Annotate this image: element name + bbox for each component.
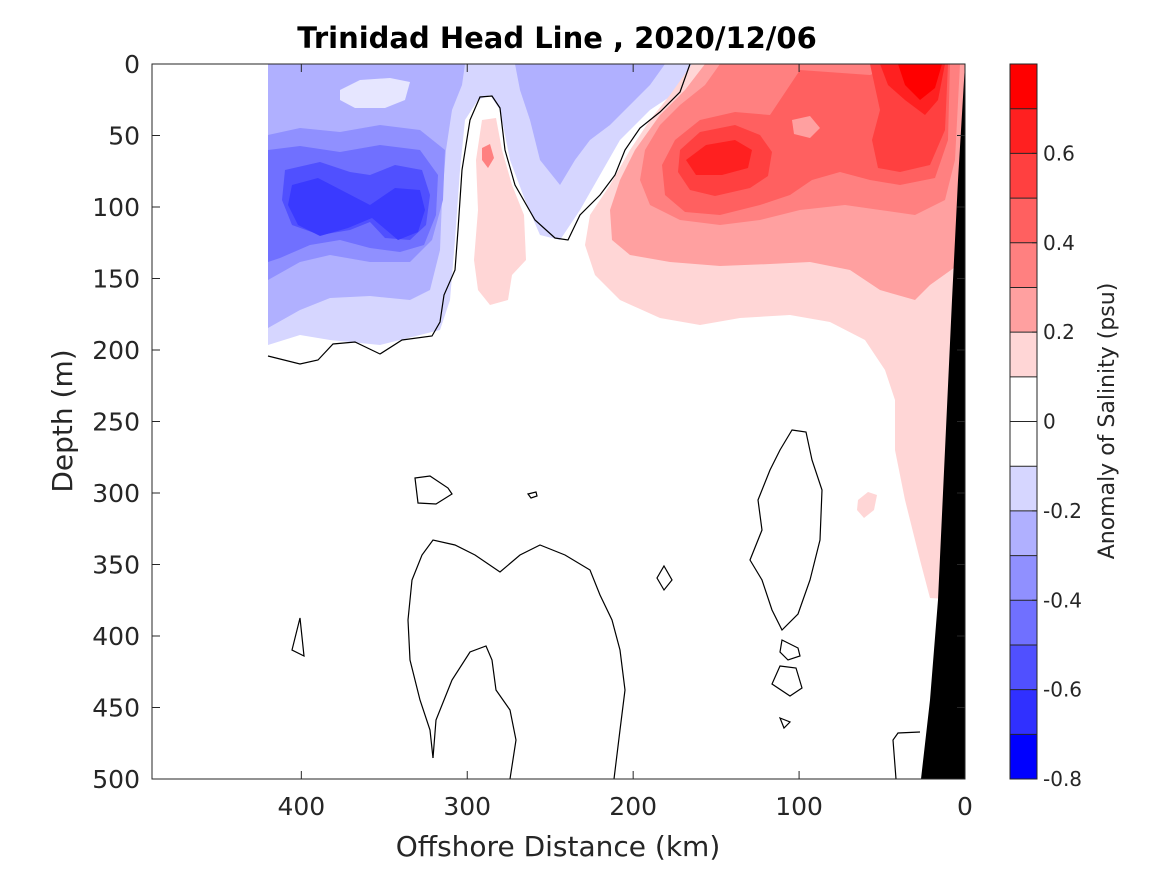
colorbar-swatch (1010, 600, 1037, 645)
y-tick-label: 100 (92, 193, 140, 222)
y-tick-label: 50 (108, 122, 140, 151)
colorbar-swatch (1010, 644, 1037, 690)
colorbar-label: Anomaly of Salinity (psu) (1095, 283, 1120, 560)
colorbar-swatch (1010, 332, 1037, 377)
x-tick-label: 0 (957, 792, 973, 821)
colorbar-tick-label: -0.6 (1043, 678, 1082, 702)
colorbar-swatch (1010, 376, 1037, 422)
contour-fill-pos-0.3-hole (792, 116, 820, 138)
colorbar-tick-label: -0.2 (1043, 499, 1082, 523)
zero-contour-blob-7 (771, 665, 803, 697)
zero-contour-blob-1 (414, 475, 453, 505)
x-tick-label: 100 (775, 792, 823, 821)
bathymetry-shelf (921, 64, 965, 779)
colorbar-swatch (1010, 689, 1037, 735)
colorbar-swatch (1010, 466, 1037, 511)
contour-fill-neg-0.2b (515, 64, 665, 185)
zero-contour-blob-6 (779, 639, 801, 661)
colorbar-swatch (1010, 108, 1037, 154)
zero-contour-blob-3 (291, 617, 305, 658)
zero-contour-blob-2 (526, 491, 538, 499)
colorbar-tick-label: 0.6 (1043, 141, 1075, 165)
contour-fill-pos-0.1-blob2 (857, 492, 877, 518)
contour-fill-pos-0.5-dot (482, 144, 494, 168)
zero-contour-blob-4 (656, 564, 673, 592)
zero-contour-upper (267, 64, 691, 365)
colorbar-tick-label: -0.8 (1043, 767, 1082, 791)
contour-fill-pos-0.7 (898, 64, 942, 100)
y-tick-label: 350 (92, 551, 140, 580)
y-axis-ticks: 0 50 100 150 200 250 300 350 400 450 500 (92, 50, 965, 794)
zero-contour-lines (267, 64, 921, 779)
colorbar-tick-label: 0.2 (1043, 320, 1075, 344)
x-axis-ticks: 400 300 200 100 0 (277, 64, 973, 821)
x-axis-label: Offshore Distance (km) (396, 830, 721, 863)
y-tick-label: 500 (92, 765, 140, 794)
contour-fill-neg-0.6 (288, 178, 425, 240)
colorbar-swatch (1010, 287, 1037, 333)
colorbar-swatch (1010, 734, 1037, 779)
chart-title: Trinidad Head Line , 2020/12/06 (297, 21, 817, 55)
y-tick-label: 0 (124, 50, 140, 79)
contour-fill-pos-0.6 (686, 140, 752, 175)
y-tick-label: 250 (92, 408, 140, 437)
colorbar-swatch (1010, 421, 1037, 467)
zero-contour-blob-5 (749, 429, 823, 632)
zero-contour-deep-inner (432, 645, 517, 779)
y-tick-label: 400 (92, 622, 140, 651)
colorbar-swatch (1010, 510, 1037, 556)
y-tick-label: 200 (92, 336, 140, 365)
colorbar-tick-label: -0.4 (1043, 588, 1082, 612)
x-tick-label: 400 (277, 792, 325, 821)
x-tick-label: 300 (443, 792, 491, 821)
x-tick-label: 200 (609, 792, 657, 821)
zero-contour-deep (407, 539, 626, 779)
contour-fill-neg-light-blob (340, 78, 410, 108)
y-tick-label: 300 (92, 479, 140, 508)
y-tick-label: 450 (92, 694, 140, 723)
zero-contour-blob-8 (778, 716, 792, 730)
colorbar-swatch (1010, 198, 1037, 243)
y-tick-label: 150 (92, 265, 140, 294)
contour-field (267, 64, 965, 779)
zero-contour-nearshore (892, 731, 921, 779)
colorbar-tick-label: 0 (1043, 410, 1056, 434)
y-axis-label: Depth (m) (46, 349, 79, 492)
colorbar-swatch (1010, 242, 1037, 288)
colorbar-swatch (1010, 153, 1037, 199)
colorbar: -0.8 -0.6 -0.4 -0.2 0 0.2 0.4 0.6 (1009, 63, 1082, 791)
colorbar-swatch (1010, 555, 1037, 601)
colorbar-tick-label: 0.4 (1043, 231, 1075, 255)
colorbar-swatch (1010, 64, 1037, 109)
